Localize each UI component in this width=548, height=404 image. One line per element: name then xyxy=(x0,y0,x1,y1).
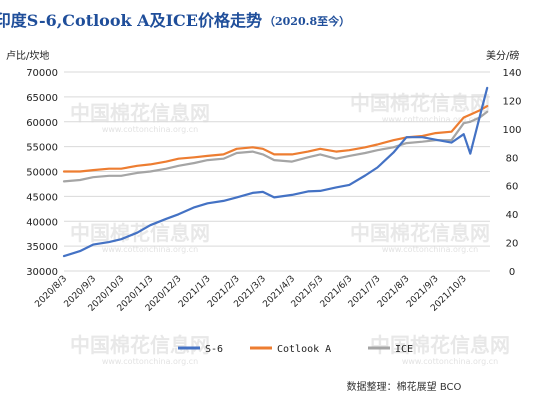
watermark-url: www.cottonchina.org.cn xyxy=(102,357,198,366)
grid-lines xyxy=(64,71,490,272)
data-source-note: 数据整理：棉花展望 BCO xyxy=(347,380,462,393)
watermark-text: 中国棉花信息网 xyxy=(70,221,210,245)
y-right-tick-label: 80 xyxy=(506,153,519,164)
series-line-cotlook-a xyxy=(62,104,489,173)
y-left-tick-label: 45000 xyxy=(26,192,58,203)
y-right-tick-label: 100 xyxy=(502,125,521,136)
y-left-axis-label: 卢比/坎地 xyxy=(6,49,49,62)
watermark-text: 中国棉花信息网 xyxy=(350,221,490,245)
watermark-text: 中国棉花信息网 xyxy=(70,333,210,357)
y-left-tick-label: 40000 xyxy=(26,217,58,228)
y-right-axis-label: 美分/磅 xyxy=(486,49,519,62)
y-left-tick-label: 55000 xyxy=(26,143,58,154)
chart-subtitle: （2020.8至今） xyxy=(264,14,350,28)
y-left-tick-label: 35000 xyxy=(26,242,58,253)
y-left-tick-label: 60000 xyxy=(26,118,58,129)
legend-label: Cotlook A xyxy=(277,344,331,355)
series-line-s-6 xyxy=(62,86,489,258)
y-left-tick-label: 50000 xyxy=(26,168,58,179)
y-left-tick-label: 30000 xyxy=(26,267,58,278)
y-left-tick-label: 70000 xyxy=(26,68,58,79)
y-right-tick-label: 60 xyxy=(506,182,519,193)
watermark-text: 中国棉花信息网 xyxy=(70,101,210,125)
chart-title: 印度S-6,Cotlook A及ICE价格走势 xyxy=(0,11,262,30)
x-ticks: 2020/8/32020/9/32020/10/32020/11/32020/1… xyxy=(33,274,468,314)
y-right-ticks: 0 20 40 60 80 100 120 140 xyxy=(502,68,521,278)
y-right-tick-label: 140 xyxy=(502,68,521,79)
legend-label: S-6 xyxy=(205,344,223,355)
legend: S-6 Cotlook A ICE xyxy=(178,344,413,355)
watermark-layer: 中国棉花信息网www.cottonchina.org.cn中国棉花信息网www.… xyxy=(70,91,510,366)
y-right-tick-label: 40 xyxy=(506,210,519,221)
y-right-tick-label: 0 xyxy=(509,267,515,278)
y-left-tick-label: 65000 xyxy=(26,93,58,104)
watermark-url: www.cottonchina.org.cn xyxy=(402,357,498,366)
watermark-text: 中国棉花信息网 xyxy=(350,91,490,115)
y-right-tick-label: 120 xyxy=(502,96,521,107)
watermark-url: www.cottonchina.org.cn xyxy=(102,125,198,134)
watermark-url: www.cottonchina.org.cn xyxy=(102,245,198,254)
watermark-url: www.cottonchina.org.cn xyxy=(382,115,478,124)
series-lines xyxy=(62,86,489,258)
legend-label: ICE xyxy=(395,344,413,355)
y-left-ticks: 30000 35000 40000 45000 50000 55000 60000 65000… xyxy=(26,68,58,278)
series-line-ice xyxy=(62,110,489,183)
watermark-text: 中国棉花信息网 xyxy=(370,333,510,357)
watermark-url: www.cottonchina.org.cn xyxy=(382,245,478,254)
y-right-tick-label: 20 xyxy=(506,239,519,250)
